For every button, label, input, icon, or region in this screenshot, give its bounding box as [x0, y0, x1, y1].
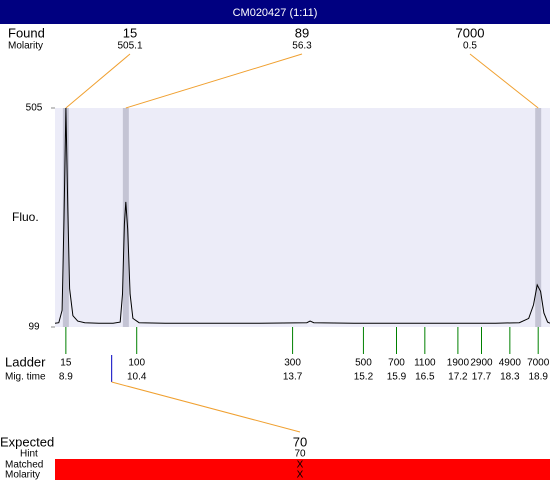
- title-bar: [0, 0, 550, 24]
- ladder-time: 18.3: [500, 372, 520, 383]
- row-value: 70: [294, 449, 306, 460]
- found-size: 89: [295, 25, 309, 40]
- found-size: 15: [123, 25, 137, 40]
- leader-line: [65, 53, 131, 109]
- expected-size: 70: [293, 434, 307, 449]
- ladder-size: 1100: [414, 358, 436, 369]
- ladder-time: 16.5: [415, 372, 435, 383]
- ladder-size: 700: [388, 358, 405, 369]
- molarity-label: Molarity: [8, 41, 43, 52]
- ladder-size: 2900: [470, 358, 493, 369]
- expected-label: Expected: [0, 434, 54, 449]
- ladder-time: 18.9: [528, 372, 548, 383]
- ladder-time: 15.9: [387, 372, 407, 383]
- row-label: Hint: [20, 449, 38, 460]
- ladder-time: 17.2: [448, 372, 468, 383]
- ladder-time: 8.9: [59, 372, 73, 383]
- found-molarity: 0.5: [463, 41, 477, 52]
- trace: [54, 107, 550, 324]
- row-label: Matched: [5, 460, 43, 471]
- expected-leader: [111, 381, 301, 433]
- ladder-size: 300: [284, 358, 301, 369]
- ladder-size: 15: [60, 358, 72, 369]
- ladder-size: 500: [355, 358, 372, 369]
- leader-line: [125, 53, 303, 109]
- found-size: 7000: [456, 25, 485, 40]
- matched-bar: [55, 459, 550, 480]
- ladder-time: 15.2: [354, 372, 374, 383]
- ladder-size: 4900: [499, 358, 522, 369]
- title: CM020427 (1:11): [233, 7, 318, 19]
- peak-band: [62, 108, 69, 327]
- ladder-time: 13.7: [283, 372, 303, 383]
- row-value: X: [297, 460, 304, 471]
- y-tick-label: 99: [28, 322, 40, 333]
- plot-area: [55, 108, 550, 327]
- mig-time-label: Mig. time: [5, 372, 46, 383]
- peak-band: [535, 108, 542, 327]
- ladder-size: 7000: [527, 358, 550, 369]
- found-molarity: 56.3: [292, 41, 312, 52]
- y-label: Fluo.: [12, 210, 39, 224]
- ladder-size: 1900: [447, 358, 470, 369]
- row-label: Molarity: [5, 470, 40, 480]
- ladder-label: Ladder: [5, 354, 46, 369]
- ladder-size: 100: [128, 358, 145, 369]
- found-label: Found: [8, 25, 45, 40]
- y-tick-label: 505: [26, 103, 43, 114]
- row-value: X: [297, 470, 304, 480]
- leader-line: [469, 53, 539, 109]
- found-molarity: 505.1: [117, 41, 142, 52]
- peak-band: [122, 108, 129, 327]
- ladder-time: 10.4: [127, 372, 147, 383]
- ladder-time: 17.7: [472, 372, 492, 383]
